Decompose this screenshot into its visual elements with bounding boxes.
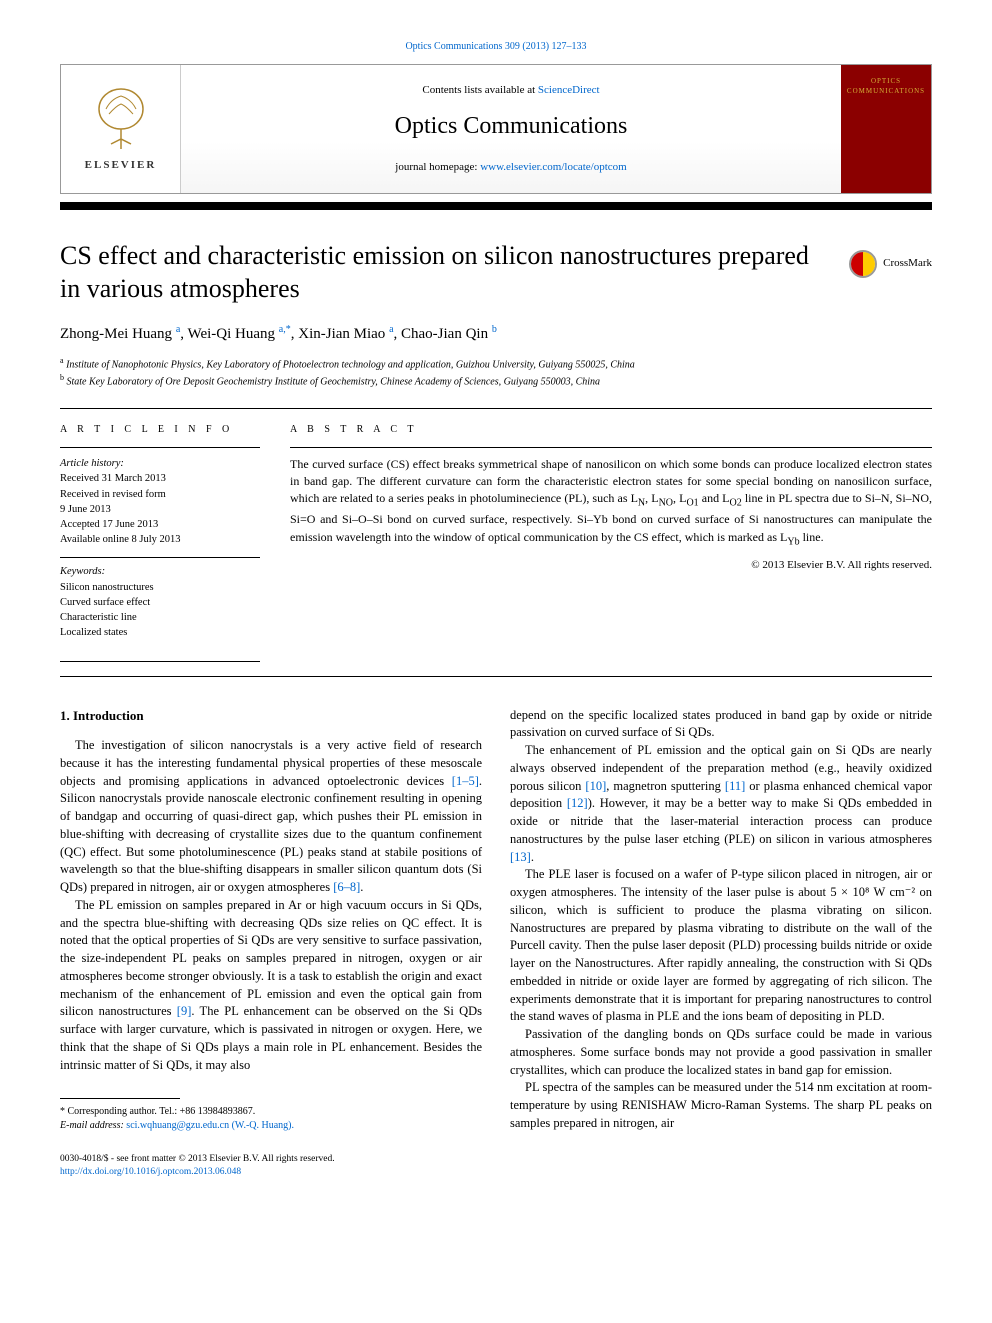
article-info-column: A R T I C L E I N F O Article history: R… xyxy=(60,423,260,651)
history-line: Received 31 March 2013 xyxy=(60,471,260,486)
affil-text: State Key Laboratory of Ore Deposit Geoc… xyxy=(67,377,601,388)
author: Wei-Qi Huang a,* xyxy=(188,326,291,342)
bottom-meta: 0030-4018/$ - see front matter © 2013 El… xyxy=(60,1153,482,1178)
email-label: E-mail address: xyxy=(60,1120,126,1131)
issn-line: 0030-4018/$ - see front matter © 2013 El… xyxy=(60,1153,482,1165)
doi-link[interactable]: http://dx.doi.org/10.1016/j.optcom.2013.… xyxy=(60,1167,241,1177)
footnotes: * Corresponding author. Tel.: +86 139848… xyxy=(60,1105,482,1133)
article-history-label: Article history: xyxy=(60,456,260,471)
body-paragraph: The investigation of silicon nanocrystal… xyxy=(60,737,482,897)
contents-prefix: Contents lists available at xyxy=(422,84,537,96)
history-line: Available online 8 July 2013 xyxy=(60,532,260,547)
abstract-heading: A B S T R A C T xyxy=(290,423,932,437)
running-head[interactable]: Optics Communications 309 (2013) 127–133 xyxy=(60,40,932,54)
article-history-block: Article history: Received 31 March 2013 … xyxy=(60,456,260,547)
citation-link[interactable]: [6–8] xyxy=(333,880,360,894)
contents-available-line: Contents lists available at ScienceDirec… xyxy=(422,83,599,98)
sciencedirect-link[interactable]: ScienceDirect xyxy=(538,84,600,96)
author-affil-sup[interactable]: b xyxy=(492,324,497,335)
divider xyxy=(290,447,932,448)
keyword: Curved surface effect xyxy=(60,595,260,610)
author-affil-sup[interactable]: a,* xyxy=(279,324,291,335)
elsevier-logo[interactable]: ELSEVIER xyxy=(61,65,181,193)
divider xyxy=(60,408,932,409)
body-paragraph: The enhancement of PL emission and the o… xyxy=(510,742,932,866)
keyword: Localized states xyxy=(60,625,260,640)
author: Zhong-Mei Huang a xyxy=(60,326,180,342)
divider xyxy=(60,676,932,677)
author-name: Xin-Jian Miao xyxy=(298,326,385,342)
elsevier-tree-icon xyxy=(91,84,151,154)
corresponding-author-note: * Corresponding author. Tel.: +86 139848… xyxy=(60,1105,482,1119)
keyword: Characteristic line xyxy=(60,610,260,625)
elsevier-wordmark: ELSEVIER xyxy=(85,158,157,173)
affiliation-list: a Institute of Nanophotonic Physics, Key… xyxy=(60,355,932,390)
author-affil-sup[interactable]: a xyxy=(389,324,393,335)
abstract-text: The curved surface (CS) effect breaks sy… xyxy=(290,456,932,550)
author: Xin-Jian Miao a xyxy=(298,326,393,342)
cover-line2: COMMUNICATIONS xyxy=(847,87,925,97)
keyword: Silicon nanostructures xyxy=(60,580,260,595)
keywords-label: Keywords: xyxy=(60,564,260,579)
crossmark-badge[interactable]: CrossMark xyxy=(849,250,932,278)
keywords-block: Keywords: Silicon nanostructures Curved … xyxy=(60,564,260,640)
header-black-bar xyxy=(60,202,932,210)
divider xyxy=(60,447,260,448)
citation-link[interactable]: [12] xyxy=(567,796,588,810)
right-column: depend on the specific localized states … xyxy=(510,707,932,1178)
abstract-copyright: © 2013 Elsevier B.V. All rights reserved… xyxy=(290,558,932,573)
article-title: CS effect and characteristic emission on… xyxy=(60,240,829,305)
history-line: 9 June 2013 xyxy=(60,502,260,517)
author-name: Chao-Jian Qin xyxy=(401,326,488,342)
divider xyxy=(60,661,260,662)
body-paragraph: depend on the specific localized states … xyxy=(510,707,932,743)
homepage-prefix: journal homepage: xyxy=(395,161,480,173)
section-heading: 1. Introduction xyxy=(60,707,482,725)
banner-center: Contents lists available at ScienceDirec… xyxy=(181,65,841,193)
author-list: Zhong-Mei Huang a, Wei-Qi Huang a,*, Xin… xyxy=(60,323,932,345)
author-name: Zhong-Mei Huang xyxy=(60,326,172,342)
history-line: Accepted 17 June 2013 xyxy=(60,517,260,532)
journal-homepage-line: journal homepage: www.elsevier.com/locat… xyxy=(395,160,626,175)
divider xyxy=(60,557,260,558)
crossmark-icon xyxy=(849,250,877,278)
journal-cover-thumbnail: OPTICS COMMUNICATIONS xyxy=(841,65,931,193)
crossmark-label: CrossMark xyxy=(883,256,932,271)
citation-link[interactable]: [9] xyxy=(177,1004,192,1018)
abstract-column: A B S T R A C T The curved surface (CS) … xyxy=(290,423,932,651)
journal-name: Optics Communications xyxy=(395,110,628,144)
citation-link[interactable]: [11] xyxy=(725,779,745,793)
cover-line1: OPTICS xyxy=(871,77,901,87)
journal-header-banner: ELSEVIER Contents lists available at Sci… xyxy=(60,64,932,194)
body-paragraph: PL spectra of the samples can be measure… xyxy=(510,1079,932,1132)
article-info-heading: A R T I C L E I N F O xyxy=(60,423,260,438)
body-paragraph: Passivation of the dangling bonds on QDs… xyxy=(510,1026,932,1079)
citation-link[interactable]: [10] xyxy=(585,779,606,793)
author-affil-sup[interactable]: a xyxy=(176,324,180,335)
citation-link[interactable]: [1–5] xyxy=(452,774,479,788)
article-body: 1. Introduction The investigation of sil… xyxy=(60,707,932,1178)
body-paragraph: The PL emission on samples prepared in A… xyxy=(60,897,482,1075)
corresponding-email-link[interactable]: sci.wqhuang@gzu.edu.cn (W.-Q. Huang). xyxy=(126,1120,294,1131)
citation-link[interactable]: [13] xyxy=(510,850,531,864)
affiliation: b State Key Laboratory of Ore Deposit Ge… xyxy=(60,372,932,389)
footnote-separator xyxy=(60,1098,180,1099)
body-paragraph: The PLE laser is focused on a wafer of P… xyxy=(510,866,932,1026)
history-line: Received in revised form xyxy=(60,487,260,502)
email-line: E-mail address: sci.wqhuang@gzu.edu.cn (… xyxy=(60,1119,482,1133)
affil-sup: b xyxy=(60,373,64,382)
affiliation: a Institute of Nanophotonic Physics, Key… xyxy=(60,355,932,372)
affil-text: Institute of Nanophotonic Physics, Key L… xyxy=(66,359,635,370)
author: Chao-Jian Qin b xyxy=(401,326,497,342)
affil-sup: a xyxy=(60,356,64,365)
journal-homepage-link[interactable]: www.elsevier.com/locate/optcom xyxy=(480,161,627,173)
left-column: 1. Introduction The investigation of sil… xyxy=(60,707,482,1178)
author-name: Wei-Qi Huang xyxy=(188,326,276,342)
